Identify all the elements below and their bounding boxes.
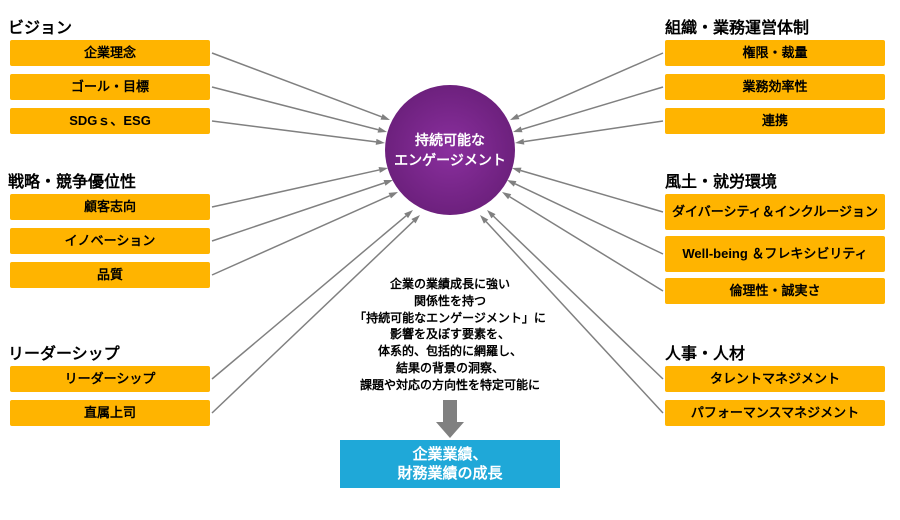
left-item-box: 顧客志向 bbox=[10, 194, 210, 220]
right-item-box: 業務効率性 bbox=[665, 74, 885, 100]
result-label: 企業業績、財務業績の成長 bbox=[397, 445, 502, 484]
left-item-box: イノベーション bbox=[10, 228, 210, 254]
left-group-header: リーダーシップ bbox=[8, 340, 120, 364]
right-item-box: タレントマネジメント bbox=[665, 366, 885, 392]
center-node: 持続可能なエンゲージメント bbox=[385, 85, 515, 215]
right-item-box: 権限・裁量 bbox=[665, 40, 885, 66]
left-item-box: 企業理念 bbox=[10, 40, 210, 66]
right-group-header: 人事・人材 bbox=[665, 340, 745, 364]
right-item-box: 連携 bbox=[665, 108, 885, 134]
right-item-box: Well-being ＆フレキシビリティ bbox=[665, 236, 885, 272]
left-item-box: 直属上司 bbox=[10, 400, 210, 426]
left-item-box: SDGｓ、ESG bbox=[10, 108, 210, 134]
right-item-box: パフォーマンスマネジメント bbox=[665, 400, 885, 426]
right-group-header: 組織・業務運営体制 bbox=[665, 14, 809, 38]
left-item-box: 品質 bbox=[10, 262, 210, 288]
left-group-header: ビジョン bbox=[8, 14, 72, 38]
right-item-box: ダイバーシティ＆インクルージョン bbox=[665, 194, 885, 230]
center-label: 持続可能なエンゲージメント bbox=[394, 130, 506, 170]
right-item-box: 倫理性・誠実さ bbox=[665, 278, 885, 304]
left-group-header: 戦略・競争優位性 bbox=[8, 168, 136, 192]
left-item-box: ゴール・目標 bbox=[10, 74, 210, 100]
result-box: 企業業績、財務業績の成長 bbox=[340, 440, 560, 488]
right-group-header: 風土・就労環境 bbox=[665, 168, 777, 192]
left-item-box: リーダーシップ bbox=[10, 366, 210, 392]
